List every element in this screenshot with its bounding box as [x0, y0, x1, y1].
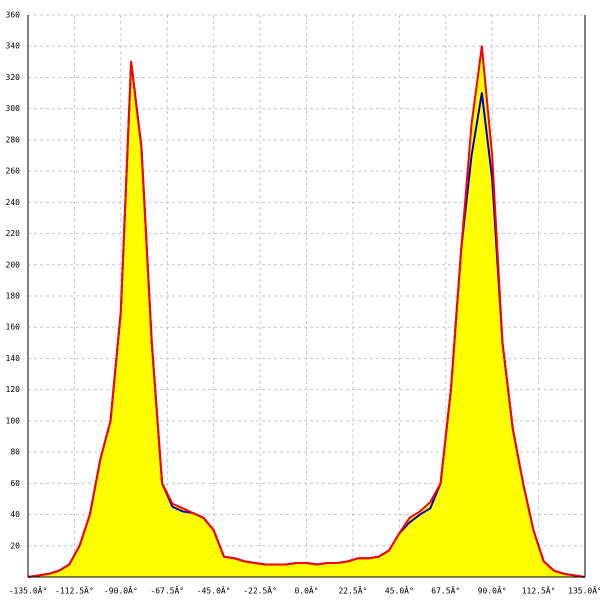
- y-tick-label: 280: [6, 135, 21, 144]
- y-tick-label: 40: [10, 510, 20, 519]
- y-tick-label: 320: [6, 73, 21, 82]
- y-tick-label: 60: [10, 479, 20, 488]
- x-tick-label: -112.5Â°: [55, 585, 94, 596]
- y-tick-label: 140: [6, 354, 21, 363]
- y-tick-label: 300: [6, 104, 21, 113]
- x-tick-label: -22.5Â°: [243, 585, 277, 596]
- x-tick-label: 90.0Â°: [478, 585, 507, 596]
- y-tick-label: 180: [6, 292, 21, 301]
- x-tick-label: 135.0Â°: [568, 585, 600, 596]
- y-tick-label: 160: [6, 323, 21, 332]
- y-tick-label: 260: [6, 167, 21, 176]
- y-tick-label: 240: [6, 198, 21, 207]
- x-tick-label: 45.0Â°: [385, 585, 414, 596]
- y-tick-label: 220: [6, 229, 21, 238]
- y-tick-label: 120: [6, 385, 21, 394]
- y-tick-label: 20: [10, 541, 20, 550]
- y-tick-label: 80: [10, 448, 20, 457]
- x-tick-label: 22.5Â°: [338, 585, 367, 596]
- x-tick-label: -67.5Â°: [150, 585, 184, 596]
- y-tick-label: 360: [6, 11, 21, 20]
- x-tick-label: -135.0Â°: [9, 585, 48, 596]
- y-tick-label: 200: [6, 260, 21, 269]
- y-tick-label: 340: [6, 42, 21, 51]
- line: [27, 45, 586, 578]
- x-tick-label: 112.5Â°: [522, 585, 556, 596]
- x-tick-label: 67.5Â°: [431, 585, 460, 596]
- y-tick-label: 100: [6, 416, 21, 425]
- x-tick-label: -90.0Â°: [104, 585, 138, 596]
- x-tick-label: 0.0Â°: [294, 585, 318, 596]
- x-tick-label: -45.0Â°: [197, 585, 231, 596]
